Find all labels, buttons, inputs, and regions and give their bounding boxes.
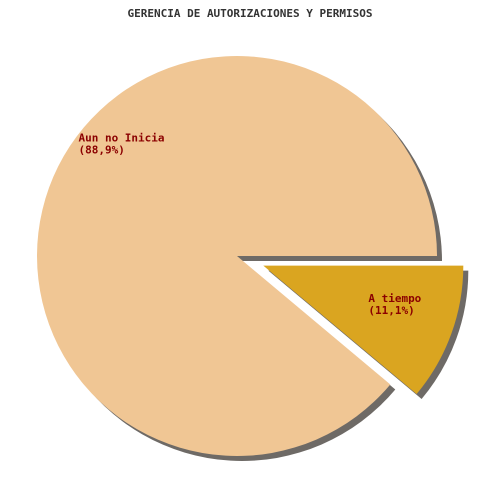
slice-label: A tiempo: [368, 292, 421, 305]
slice-percent-label: (88,9%): [78, 144, 124, 157]
pie-slice: [36, 55, 437, 456]
slice-labels: A tiempo(11,1%) Aun no Inicia(88,9%): [78, 132, 421, 318]
pie-slices: [36, 55, 464, 456]
slice-percent-label: (11,1%): [368, 304, 414, 317]
pie-slice: [263, 265, 464, 395]
chart-title: GERENCIA DE AUTORIZACIONES Y PERMISOS: [127, 7, 372, 20]
slice-label: Aun no Inicia: [78, 132, 164, 145]
